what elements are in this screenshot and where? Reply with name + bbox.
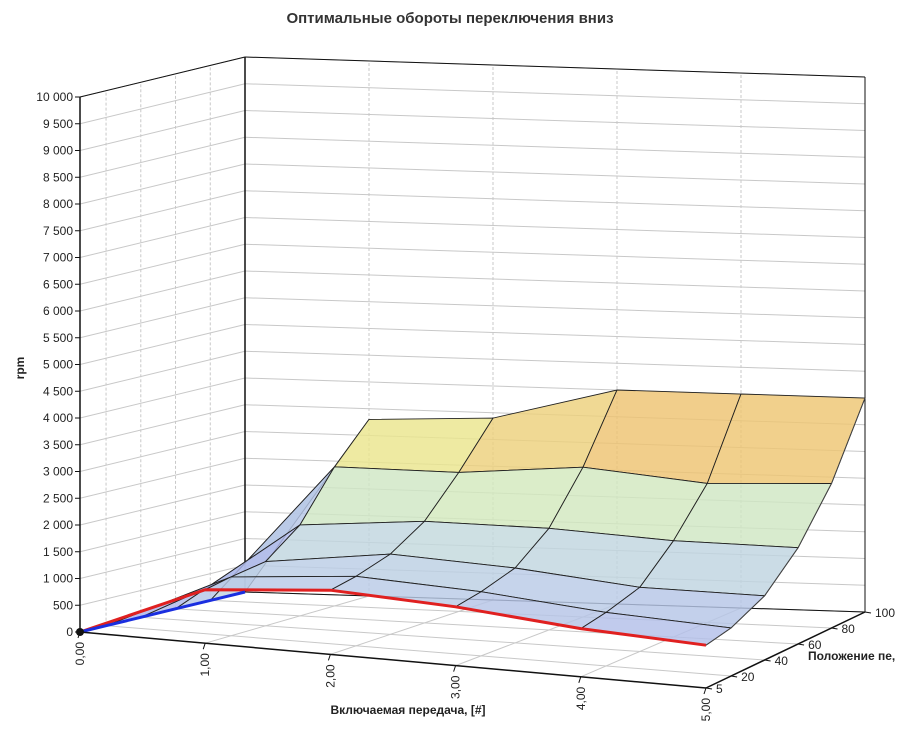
z-tick-label: 10 000: [36, 90, 73, 104]
z-gridline-left: [79, 538, 246, 579]
z-tick-label: 5 500: [43, 331, 73, 345]
z-gridline-left: [79, 324, 246, 365]
z-gridline-left: [79, 83, 246, 125]
x-gridline-floor: [205, 595, 370, 644]
z-gridline-left: [79, 564, 246, 606]
z-tick-label: 5 000: [43, 358, 73, 372]
z-gridline-left: [79, 270, 246, 312]
z-gridline-back: [244, 243, 866, 265]
z-tick-label: 2 500: [43, 491, 73, 505]
z-tick-label: 1 000: [43, 572, 73, 586]
z-gridline-left: [79, 511, 246, 553]
z-gridline-back: [244, 190, 866, 212]
x-tick: [202, 643, 206, 650]
z-gridline-left: [79, 163, 246, 205]
x-tick: [327, 654, 331, 661]
z-gridline-back: [244, 297, 866, 319]
x-tick-label: 3,00: [449, 675, 463, 699]
chart-axes: 0 500 1 000 1 500 2 000 2 500 3 000 3 500 4 000 4…: [36, 90, 895, 721]
z-tick-label: 8 500: [43, 170, 73, 184]
right-edge-line: [705, 397, 866, 646]
y-tick: [705, 687, 713, 690]
z-gridline-left: [79, 457, 246, 499]
y-tick: [831, 627, 838, 630]
z-gridline-back: [244, 270, 866, 292]
x-tick-label: 2,00: [323, 664, 337, 688]
z-tick-label: 6 500: [43, 277, 73, 291]
y-axis-label: Положение пе,: [808, 649, 895, 663]
z-gridline-left: [79, 190, 246, 232]
z-tick-label: 7 500: [43, 224, 73, 238]
z-gridline-left: [79, 350, 246, 392]
z-gridline-back: [244, 217, 866, 238]
y-tick-label: 40: [775, 654, 789, 668]
y-tick-label: 60: [808, 638, 822, 652]
z-gridline-back: [244, 163, 866, 185]
y-tick: [797, 643, 805, 646]
x-tick: [453, 665, 457, 672]
top-left-edge: [79, 56, 246, 98]
y-tick-label: 20: [741, 670, 755, 684]
z-tick-label: 3 500: [43, 438, 73, 452]
z-tick-label: 1 500: [43, 545, 73, 559]
z-gridline-left: [79, 484, 246, 526]
z-gridline-back: [244, 110, 866, 131]
z-gridline-left: [79, 377, 246, 419]
z-tick-label: 500: [53, 598, 73, 612]
z-gridline-left: [79, 217, 246, 258]
z-tick-label: 4 500: [43, 384, 73, 398]
y-gridline-floor: [106, 625, 732, 677]
z-tick-label: 8 000: [43, 197, 73, 211]
front-edge-line: [79, 588, 707, 647]
top-back-edge: [244, 56, 866, 78]
z-tick-label: 3 000: [43, 465, 73, 479]
y-tick-label: 80: [842, 622, 856, 636]
x-tick: [77, 631, 81, 639]
y-axis-line: [705, 611, 866, 689]
z-gridline-back: [244, 83, 866, 105]
z-gridline-back: [244, 136, 866, 158]
z-tick-label: 0: [66, 625, 73, 639]
y-tick: [764, 659, 771, 662]
y-tick-label: 100: [875, 606, 895, 620]
y-tick: [864, 611, 872, 614]
z-gridline-left: [79, 404, 246, 446]
left-edge-line: [79, 590, 246, 634]
x-tick: [703, 687, 707, 695]
z-gridline-left: [79, 243, 246, 285]
z-gridline-left: [79, 110, 246, 151]
z-axis-label: rpm: [13, 357, 27, 380]
x-axis-line: [79, 631, 707, 689]
surface-edges: [79, 397, 866, 647]
z-gridline-back: [244, 350, 866, 372]
x-tick-label: 0,00: [73, 642, 87, 666]
z-gridline-back: [244, 324, 866, 345]
x-tick-label: 1,00: [198, 653, 212, 677]
z-tick-label: 7 000: [43, 251, 73, 265]
y-tick: [731, 675, 738, 678]
z-tick-label: 2 000: [43, 518, 73, 532]
z-gridline-left: [79, 136, 246, 178]
y-tick-label: 5: [716, 682, 723, 696]
y-gridline-floor: [140, 616, 765, 661]
x-tick-label: 5,00: [699, 698, 713, 722]
z-tick-label: 9 000: [43, 144, 73, 158]
z-tick-label: 4 000: [43, 411, 73, 425]
z-gridline-left: [79, 431, 246, 472]
z-gridline-left: [79, 297, 246, 339]
chart-title: Оптимальные обороты переключения вниз: [286, 10, 614, 27]
x-axis-label: Включаемая передача, [#]: [330, 703, 485, 717]
x-tick-label: 4,00: [574, 686, 588, 710]
z-tick-label: 6 000: [43, 304, 73, 318]
z-tick-label: 9 500: [43, 117, 73, 131]
x-tick: [578, 676, 582, 683]
